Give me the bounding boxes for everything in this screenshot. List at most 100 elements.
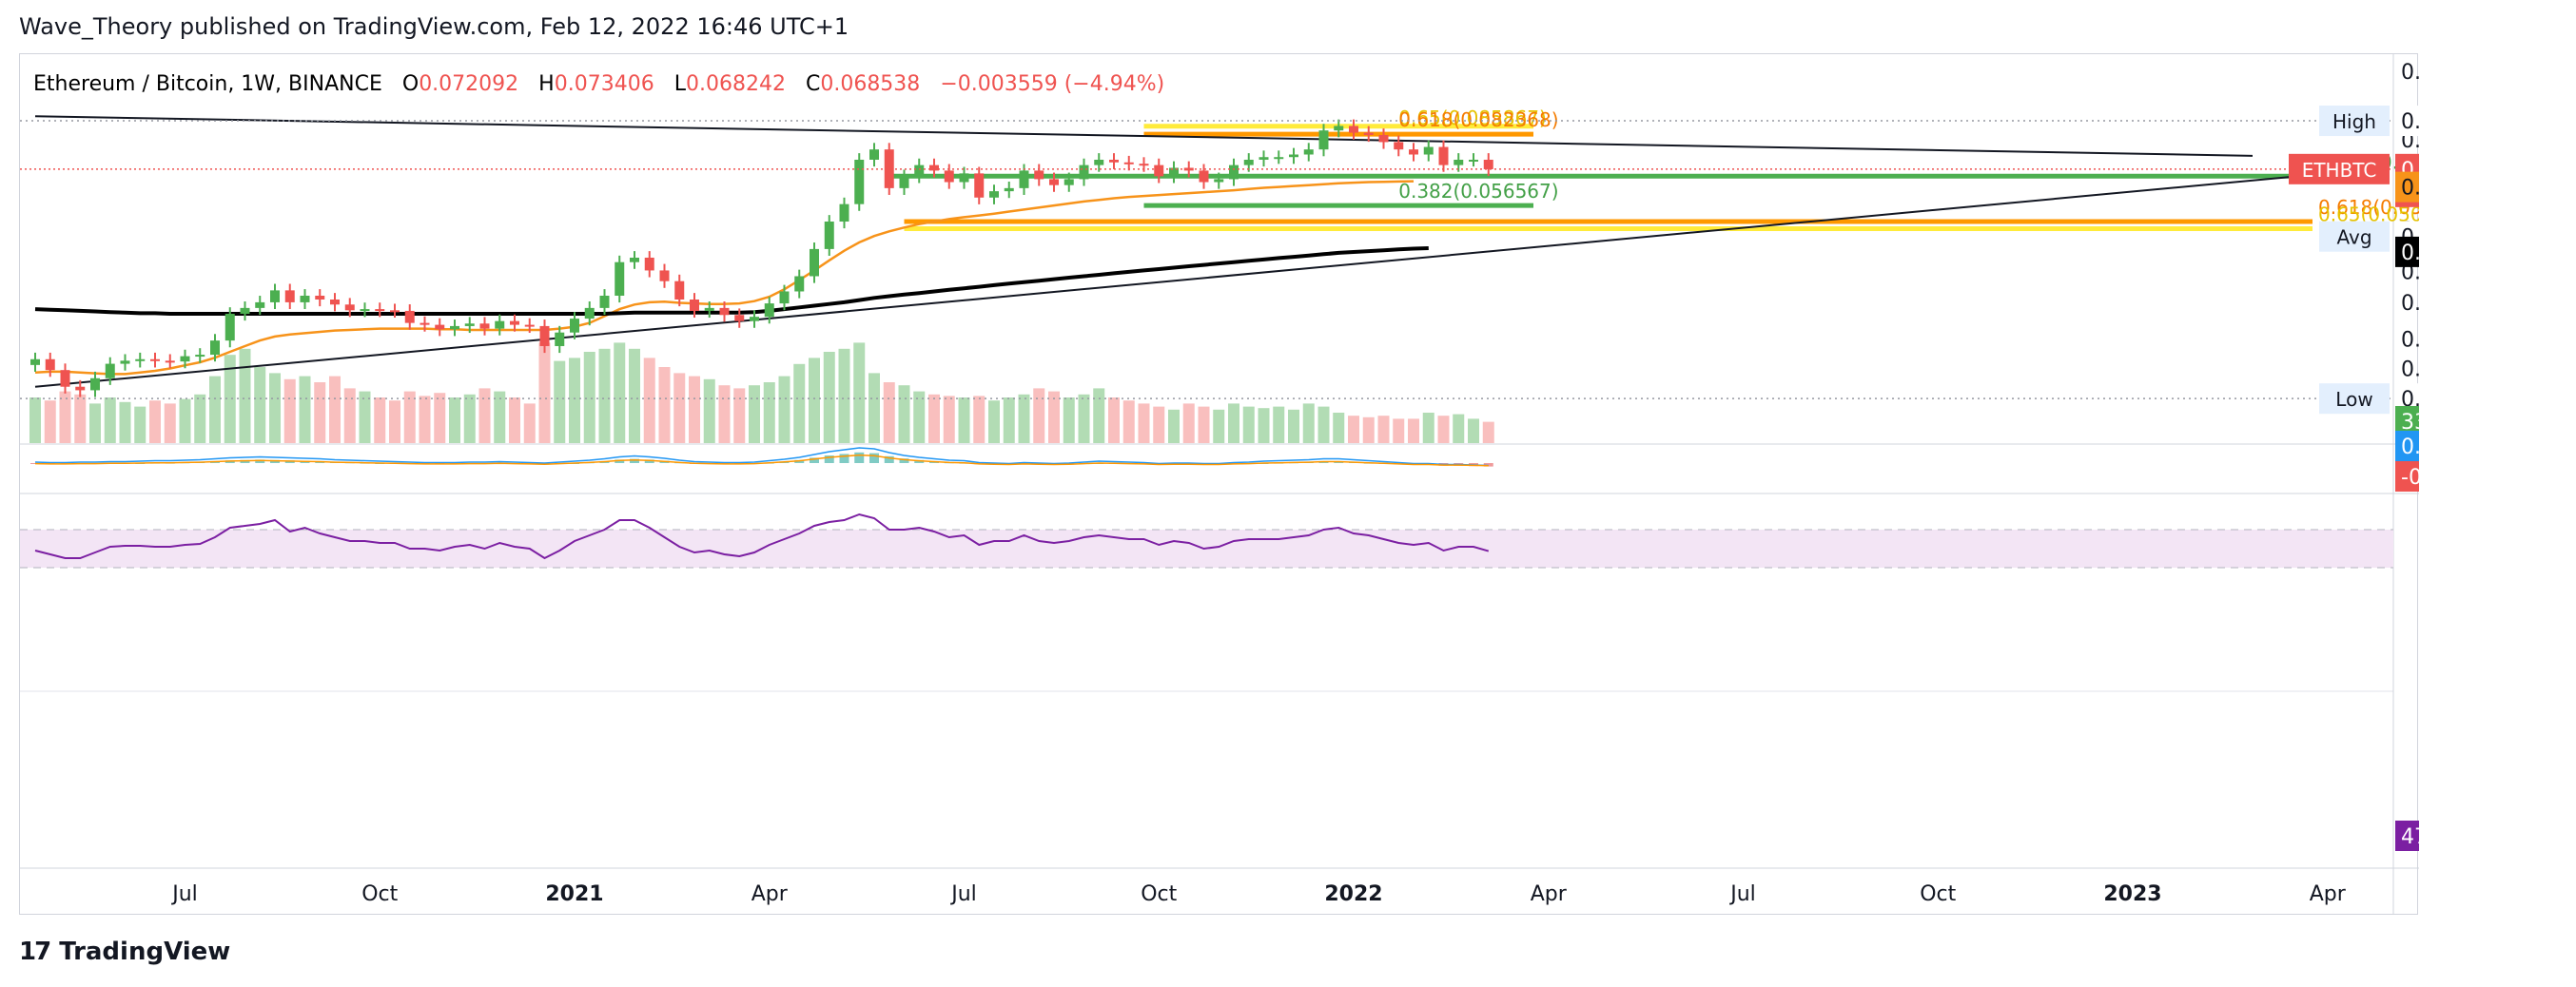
macd-histogram-bar (884, 455, 894, 463)
volume-bar (29, 397, 41, 443)
attribution-text: Wave_Theory published on TradingView.com… (19, 13, 849, 40)
volume-bar (463, 394, 476, 443)
legend-symbol: Ethereum / Bitcoin, 1W, BINANCE (33, 72, 382, 96)
volume-bar (254, 367, 266, 443)
candle-up (854, 159, 865, 204)
volume-bar (583, 352, 595, 443)
svg-text:Ethereum / Bitcoin, 1W, BINANC: Ethereum / Bitcoin, 1W, BINANCE O0.07209… (33, 72, 1164, 96)
candle-up (1454, 159, 1464, 165)
volume-bar (614, 342, 626, 443)
time-axis-label: Jul (949, 882, 977, 906)
macd-signal-value-box (2395, 461, 2419, 492)
candle-up (794, 276, 805, 292)
volume-bar (74, 394, 87, 443)
volume-bar (434, 393, 446, 443)
macd-signal-value: -0.001780 (2401, 466, 2419, 490)
volume-value: 334.546K (2401, 411, 2419, 435)
candle-up (630, 257, 639, 262)
rsi-line (34, 513, 1490, 560)
volume-bar (104, 397, 116, 443)
macd-line (34, 447, 1489, 467)
volume-bar (359, 391, 371, 443)
candle-up (1289, 154, 1298, 158)
volume-bar (928, 394, 940, 443)
low-marker-tag (2319, 383, 2390, 415)
candle-up (1229, 164, 1239, 180)
volume-bar (1393, 418, 1405, 443)
volume-bar (209, 376, 221, 443)
volume-bar (389, 400, 400, 443)
volume-bar (299, 376, 311, 443)
volume-bar (1348, 416, 1359, 443)
volume-bar (194, 394, 206, 443)
chart-panel[interactable]: 0.65(0.085867)0.618(0.082368)0.382(0.066… (19, 53, 2419, 916)
volume-bar (883, 382, 895, 443)
volume-bar (1242, 406, 1255, 443)
candle-down (1438, 146, 1449, 165)
candle-down (479, 323, 490, 329)
legend-low-value: 0.068242 (686, 72, 786, 96)
volume-bar (343, 388, 356, 443)
volume-bar (1302, 403, 1315, 443)
candle-down (1483, 159, 1493, 169)
volume-bar (1317, 406, 1330, 443)
volume-bar (1048, 391, 1060, 443)
macd-histogram-bar (30, 463, 40, 464)
macd-histogram-bar (255, 459, 265, 463)
volume-bar (554, 360, 566, 443)
fibonacci-layer: 0.65(0.085867)0.618(0.082368)0.382(0.066… (888, 106, 2419, 231)
candle-down (1034, 170, 1044, 180)
candle-down (404, 310, 415, 323)
legend-close-value: 0.068538 (820, 72, 920, 96)
candle-up (495, 320, 505, 329)
volume-bar (703, 378, 715, 443)
volume-bar (419, 396, 431, 443)
candle-up (779, 291, 790, 304)
time-axis-label: Jul (170, 882, 198, 906)
high-marker-value: 0.088366 (2401, 110, 2419, 134)
candle-up (750, 317, 759, 321)
volume-bar (1213, 409, 1225, 443)
volume-bar (59, 391, 71, 443)
volume-bar (1437, 416, 1450, 443)
macd-histogram-bar (810, 457, 819, 463)
candle-up (105, 363, 115, 378)
candle-down (674, 281, 685, 300)
candle-down (165, 360, 175, 363)
candle-up (195, 355, 205, 358)
candle-up (1214, 179, 1224, 183)
tradingview-brand[interactable]: 17 TradingView (19, 938, 230, 966)
candle-down (1199, 170, 1209, 183)
volume-bar (823, 352, 835, 443)
volume-bar (1168, 409, 1180, 443)
high-marker-value-box (2395, 106, 2419, 137)
chart-svg[interactable]: 0.65(0.085867)0.618(0.082368)0.382(0.066… (20, 54, 2419, 916)
volume-bar (598, 348, 611, 443)
volume-bar (809, 358, 820, 443)
volume-bar (1182, 403, 1195, 443)
macd-histogram-bar (869, 453, 879, 463)
volume-bar (89, 403, 101, 443)
volume-bar (119, 401, 131, 443)
time-axis-label: Oct (1141, 882, 1177, 906)
candle-up (1079, 164, 1089, 180)
volume-bar (988, 400, 1000, 443)
volume-bar (478, 388, 491, 443)
high-marker-tag (2319, 106, 2390, 137)
volume-bar (1288, 409, 1299, 443)
volume-bar (1198, 406, 1210, 443)
volume-bar (853, 342, 866, 443)
volume-bar (689, 376, 700, 443)
candle-down (1394, 142, 1404, 150)
volume-bar (239, 348, 251, 443)
candle-down (974, 173, 985, 198)
candle-up (120, 360, 130, 364)
candle-up (1469, 159, 1478, 162)
volume-bar (403, 391, 416, 443)
candle-down (944, 170, 954, 183)
candle-down (60, 370, 70, 387)
time-axis-label: Apr (1531, 882, 1568, 906)
candle-up (300, 295, 310, 302)
macd-histogram-bar (854, 452, 865, 463)
candle-up (764, 303, 774, 318)
